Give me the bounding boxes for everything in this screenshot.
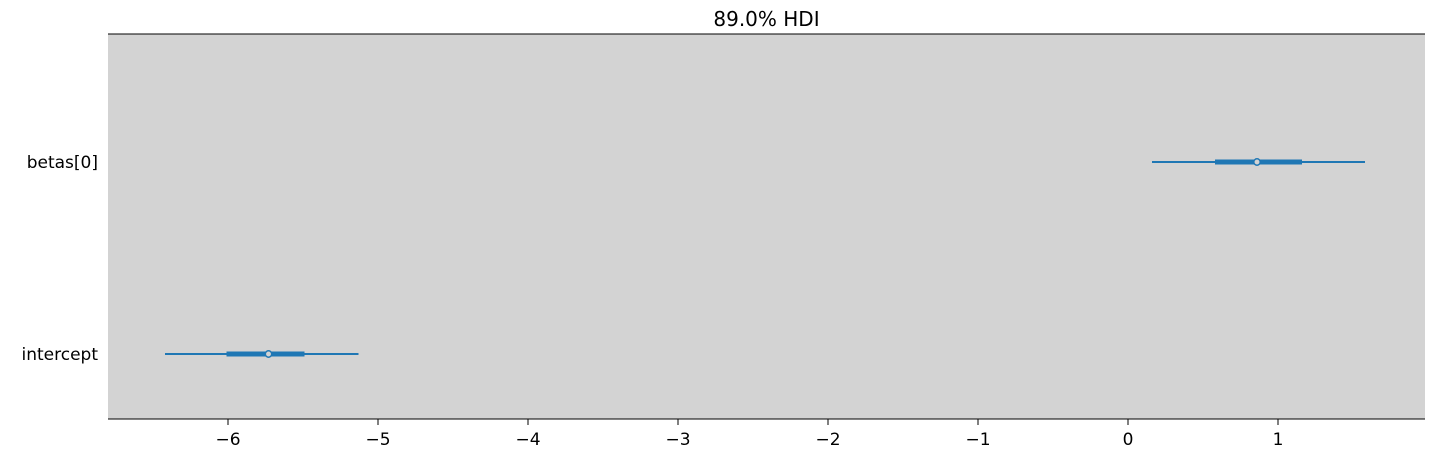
forest-marks [165,158,1365,358]
x-tick-label: 0 [1123,430,1134,450]
x-axis-ticks: −6 −5 −4 −3 −2 −1 0 1 [215,419,1283,450]
forest-row [1152,158,1365,166]
y-tick-label: intercept [22,345,99,365]
x-tick-label: −1 [965,430,990,450]
plot-area [108,34,1425,419]
x-tick-label: −2 [815,430,840,450]
y-axis-labels: betas[0] intercept [22,153,99,365]
x-tick-label: −4 [515,430,540,450]
chart-title: 89.0% HDI [713,7,819,31]
forest-row [165,350,359,358]
x-tick-label: 1 [1273,430,1284,450]
x-tick-label: −3 [665,430,690,450]
point-estimate [1253,158,1261,166]
y-tick-label: betas[0] [27,153,98,173]
point-estimate [264,350,273,358]
x-tick-label: −5 [365,430,390,450]
x-tick-label: −6 [215,430,240,450]
